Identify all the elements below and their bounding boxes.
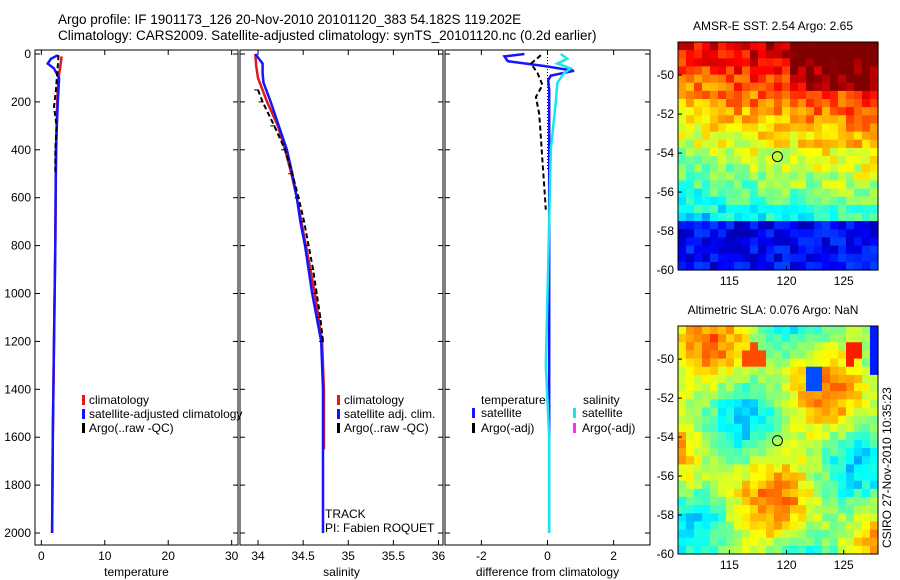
- depth-tick-label: 1600: [4, 430, 31, 444]
- depth-tick-label: 1800: [4, 478, 31, 492]
- sla_map-ytick-label: -50: [657, 352, 675, 366]
- depth-tick-label: 0: [24, 47, 31, 61]
- sst_map-argo-marker: [771, 151, 783, 163]
- depth-tick-label: 1400: [4, 382, 31, 396]
- salinity-xtick-label: 34.5: [291, 549, 315, 563]
- diff-legend-swatch: [573, 408, 576, 418]
- sst_map-xtick-label: 120: [777, 274, 797, 288]
- sst_map-xtick-label: 115: [720, 274, 739, 288]
- difference-series-sat: [502, 52, 575, 533]
- depth-tick-label: 200: [11, 95, 31, 109]
- diff-legend-label: satellite: [582, 406, 623, 420]
- diff-legend-label: Argo(-adj): [481, 421, 534, 435]
- difference-xtick-label: 2: [610, 549, 617, 563]
- salinity-legend-swatch: [337, 409, 340, 419]
- temperature-legend-swatch: [82, 395, 85, 405]
- sst_map-ytick-label: -50: [657, 68, 675, 82]
- salinity-axes-box: [239, 49, 444, 546]
- pi-annotation: PI: Fabien ROQUET: [325, 521, 435, 535]
- temperature-legend-label: satellite-adjusted climatology: [89, 407, 242, 421]
- temperature-xtick-label: 20: [162, 549, 176, 563]
- sst_map-ytick-label: -54: [657, 146, 675, 160]
- temperature-series-argo: [52, 55, 60, 174]
- salinity-legend-label: Argo(..raw -QC): [344, 421, 429, 435]
- sla_map-cells: [678, 326, 879, 555]
- salinity-xtick-label: 34: [251, 549, 265, 563]
- diff-legend-title-salinity: salinity: [583, 393, 620, 407]
- salinity-legend-swatch: [337, 395, 340, 405]
- sla_map-xtick-label: 125: [834, 558, 854, 572]
- sla_map-ytick-label: -56: [657, 469, 675, 483]
- sla_map-xtick-label: 115: [720, 558, 739, 572]
- salinity-legend-label: climatology: [344, 393, 404, 407]
- salinity-xtick-label: 36: [432, 549, 446, 563]
- temperature-legend-swatch: [82, 423, 85, 433]
- temperature-xtick-label: 30: [225, 549, 239, 563]
- diff-legend-title-temperature: temperature: [481, 393, 546, 407]
- sla_map-xtick-label: 120: [777, 558, 797, 572]
- sla_map-title: Altimetric SLA: 0.076 Argo: NaN: [688, 303, 859, 317]
- salinity-legend-swatch: [337, 423, 340, 433]
- salinity-series-clim: [254, 53, 326, 450]
- difference-series-sal_sat: [544, 52, 574, 533]
- diff-legend-label: Argo(-adj): [582, 421, 635, 435]
- temperature-axes-box: [34, 49, 239, 546]
- sla_map-argo-marker: [771, 435, 783, 447]
- salinity-series-argo: [257, 89, 324, 342]
- sst_map-ytick-label: -60: [657, 263, 675, 277]
- sst_map-title: AMSR-E SST: 2.54 Argo: 2.65: [693, 19, 853, 33]
- difference-xtick-label: -2: [476, 549, 487, 563]
- sst_map-xtick-label: 125: [834, 274, 854, 288]
- depth-tick-label: 1000: [4, 287, 31, 301]
- temperature-legend-label: climatology: [89, 393, 149, 407]
- temperature-legend-swatch: [82, 409, 85, 419]
- salinity-xtick-label: 35: [342, 549, 356, 563]
- sst_map-ytick-label: -58: [657, 224, 675, 238]
- diff-legend-swatch: [472, 423, 475, 433]
- difference-series-argo: [529, 54, 547, 210]
- diff-legend-swatch: [472, 408, 475, 418]
- temperature-xlabel: temperature: [104, 565, 169, 579]
- temperature-legend-label: Argo(..raw -QC): [89, 421, 174, 435]
- temperature-xtick-label: 10: [98, 549, 112, 563]
- temperature-series-sat: [46, 54, 61, 534]
- depth-tick-label: 800: [11, 239, 31, 253]
- salinity-legend-label: satellite adj. clim.: [344, 407, 435, 421]
- diff-legend-swatch: [573, 423, 576, 433]
- depth-tick-label: 600: [11, 191, 31, 205]
- diff-legend-label: satellite: [481, 406, 522, 420]
- difference-xtick-label: 0: [544, 549, 551, 563]
- depth-tick-label: 1200: [4, 334, 31, 348]
- difference-xlabel: difference from climatology: [476, 565, 619, 579]
- depth-tick-label: 400: [11, 143, 31, 157]
- sst_map-frame: [677, 41, 879, 271]
- depth-tick-label: 2000: [4, 526, 31, 540]
- sla_map-ytick-label: -60: [657, 547, 675, 561]
- sla_map-ytick-label: -54: [657, 430, 675, 444]
- sla_map-ytick-label: -58: [657, 508, 675, 522]
- sla_map-ytick-label: -52: [657, 391, 675, 405]
- sst_map-ytick-label: -56: [657, 185, 675, 199]
- sst_map-ytick-label: -52: [657, 107, 675, 121]
- salinity-xlabel: salinity: [323, 565, 360, 579]
- track-annotation: TRACK: [325, 507, 366, 521]
- header-line-1: Argo profile: IF 1901173_126 20-Nov-2010…: [58, 12, 522, 27]
- sst_map-cells: [678, 42, 879, 271]
- header-line-2: Climatology: CARS2009. Satellite-adjuste…: [58, 28, 597, 43]
- sla_map-frame: [677, 325, 879, 555]
- temperature-xtick-label: 0: [38, 549, 45, 563]
- salinity-xtick-label: 35.5: [382, 549, 406, 563]
